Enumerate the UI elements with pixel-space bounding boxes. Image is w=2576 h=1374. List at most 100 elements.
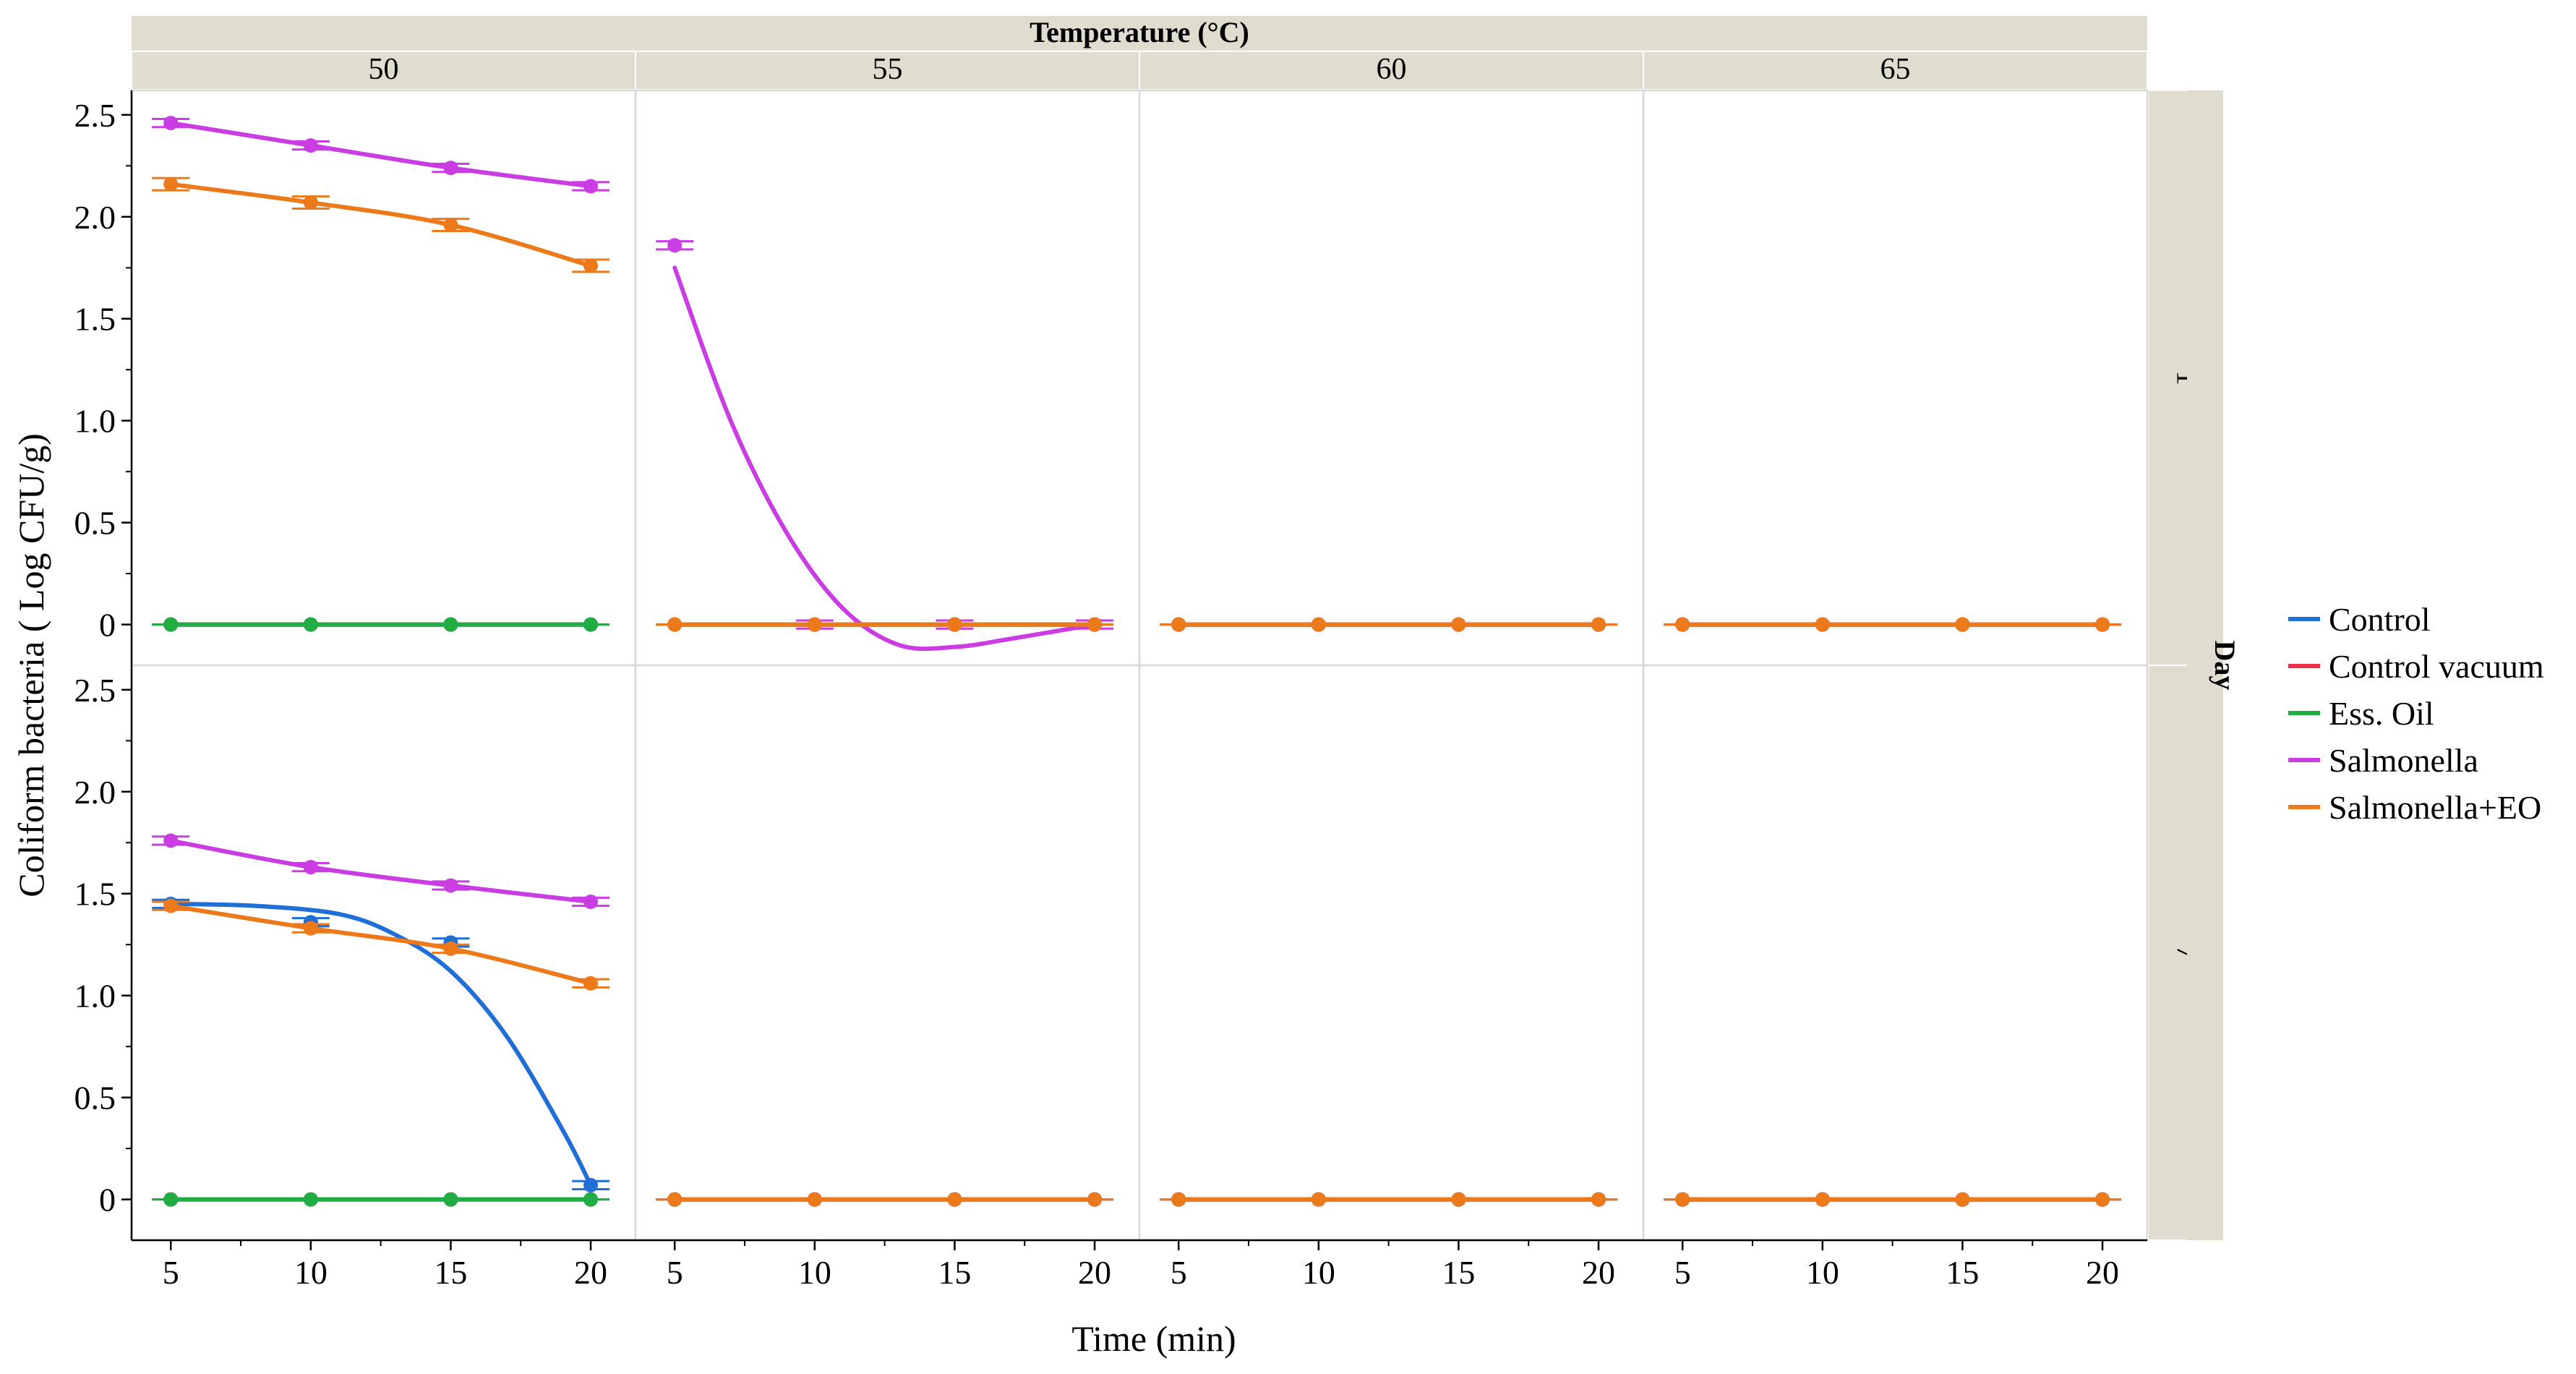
data-point	[947, 617, 962, 632]
data-point	[303, 138, 318, 153]
x-tick-label: 10	[294, 1254, 328, 1291]
series-line	[168, 182, 594, 268]
facet-cell-border	[1642, 89, 2149, 667]
x-tick-label: 5	[163, 1254, 179, 1291]
data-point	[443, 1192, 458, 1207]
data-point	[583, 895, 599, 910]
data-point	[1675, 617, 1690, 632]
series-group	[152, 1192, 610, 1207]
data-point	[583, 179, 599, 194]
data-point	[1087, 1192, 1103, 1207]
y-tick-label: 1.5	[74, 301, 116, 338]
data-point	[583, 1192, 599, 1207]
x-axis-title: Time (min)	[1071, 1318, 1236, 1359]
data-point	[583, 617, 599, 632]
facet-cell-border	[1642, 664, 2149, 1242]
data-point	[667, 1192, 682, 1207]
series-group	[152, 176, 610, 273]
series-group	[152, 116, 610, 194]
data-point	[1815, 617, 1830, 632]
legend-entry-label: Control	[2329, 601, 2431, 638]
x-tick-label: 10	[1806, 1254, 1839, 1291]
x-tick-label: 15	[938, 1254, 971, 1291]
y-tick-label: 1.5	[74, 876, 116, 913]
column-facet-title-strip	[132, 16, 2147, 51]
data-point	[807, 617, 822, 632]
series-line	[168, 838, 594, 905]
data-point	[163, 1192, 179, 1207]
column-strip	[636, 52, 1139, 89]
data-point	[667, 238, 682, 253]
facet-cell-border	[130, 664, 637, 1242]
data-point	[443, 218, 458, 233]
series-group	[1664, 617, 2122, 632]
data-point	[583, 258, 599, 273]
y-axis-title: Coliform bacteria ( Log CFU/g)	[11, 433, 51, 897]
series-group	[656, 1192, 1114, 1207]
facet-cell-border	[1138, 664, 1645, 1242]
legend-entry-label: Salmonella+EO	[2329, 789, 2541, 826]
y-tick-label: 0	[99, 607, 116, 644]
data-point	[583, 976, 599, 991]
data-point	[1591, 1192, 1606, 1207]
column-strip-label: 55	[873, 53, 903, 86]
series-group	[152, 833, 610, 910]
data-point	[2095, 617, 2110, 632]
y-tick-label: 2.0	[74, 199, 116, 236]
column-strip	[132, 52, 635, 89]
row-strip	[2149, 91, 2187, 665]
series-group	[1160, 617, 1618, 632]
column-strip-label: 50	[369, 53, 399, 86]
row-facet-title-strip	[2187, 90, 2223, 1240]
data-point	[667, 617, 682, 632]
x-tick-label: 20	[1078, 1254, 1111, 1291]
x-tick-label: 20	[2086, 1254, 2119, 1291]
x-tick-label: 10	[1302, 1254, 1335, 1291]
row-facet-title: Day	[2209, 641, 2241, 691]
data-point	[1451, 1192, 1466, 1207]
series-group	[1160, 1192, 1618, 1207]
data-point	[443, 617, 458, 632]
data-point	[1171, 617, 1186, 632]
column-strip	[1644, 52, 2147, 89]
y-tick-label: 2.5	[74, 97, 116, 134]
series-line	[168, 121, 594, 189]
facet-cell-border	[634, 664, 1141, 1242]
data-point	[1451, 617, 1466, 632]
facet-cell-border	[130, 89, 637, 667]
data-point	[2095, 1192, 2110, 1207]
series-line	[672, 265, 1097, 652]
y-tick-label: 1.0	[74, 403, 116, 440]
x-tick-label: 5	[667, 1254, 683, 1291]
data-point	[1311, 1192, 1326, 1207]
x-tick-label: 15	[434, 1254, 467, 1291]
data-point	[163, 617, 179, 632]
data-point	[163, 176, 179, 192]
x-tick-label: 20	[1582, 1254, 1615, 1291]
data-point	[303, 195, 318, 210]
data-point	[303, 1192, 318, 1207]
y-tick-label: 0.5	[74, 505, 116, 542]
row-strip	[2149, 666, 2187, 1239]
column-strip	[1140, 52, 1643, 89]
data-point	[1087, 617, 1103, 632]
series-line	[168, 901, 594, 1187]
x-tick-label: 15	[1946, 1254, 1979, 1291]
data-point	[1955, 617, 1970, 632]
facet-cell-border	[1138, 89, 1645, 667]
series-line	[168, 903, 594, 986]
data-point	[583, 1177, 599, 1192]
series-group	[656, 238, 1114, 652]
y-tick-label: 2.0	[74, 774, 116, 811]
column-strip-label: 60	[1377, 53, 1407, 86]
data-point	[1171, 1192, 1186, 1207]
series-group	[152, 898, 610, 991]
data-point	[1815, 1192, 1830, 1207]
y-tick-label: 1.0	[74, 978, 116, 1015]
x-tick-label: 15	[1442, 1254, 1475, 1291]
data-point	[443, 941, 458, 956]
x-tick-label: 5	[1171, 1254, 1187, 1291]
data-point	[303, 921, 318, 936]
